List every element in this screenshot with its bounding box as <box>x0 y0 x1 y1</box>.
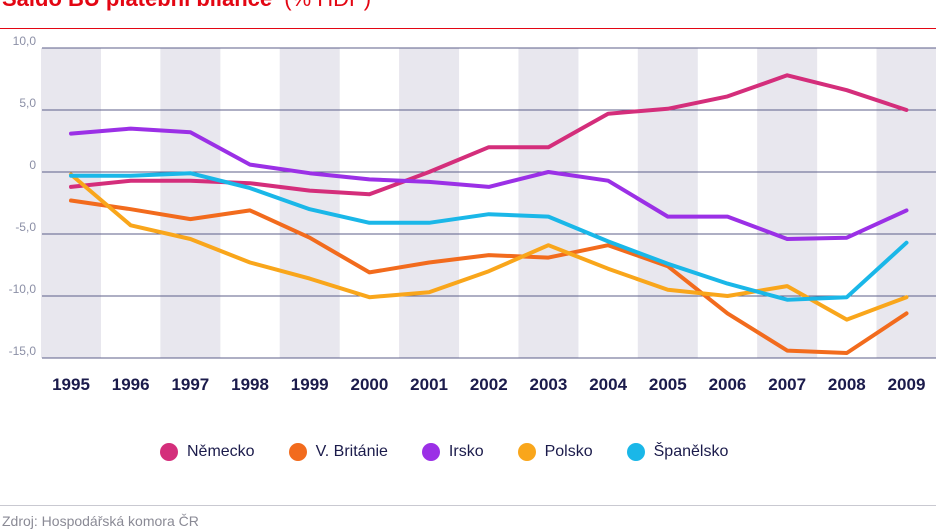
chart-title: Saldo BÚ platební bilance (% HDP) <box>2 0 371 11</box>
x-tick-label: 1999 <box>291 375 329 394</box>
legend-item: Německo <box>160 443 255 461</box>
x-tick-label: 1995 <box>52 375 90 394</box>
y-tick-label: -15,0 <box>9 344 37 358</box>
series-line-V. Británie <box>69 198 909 355</box>
line-chart: 10,0 5,0 0 -5,0 -10,0 -15,0 1995 1996 1997 1998 19… <box>9 34 936 394</box>
x-tick-label: 2008 <box>828 375 866 394</box>
x-tick-label: 2006 <box>709 375 747 394</box>
legend-dot-icon <box>626 443 645 461</box>
y-tick-label: 10,0 <box>13 34 37 48</box>
legend-dot-icon <box>517 443 536 461</box>
chart-title-main: Saldo BÚ platební bilance <box>2 0 272 11</box>
x-tick-label: 2003 <box>530 375 568 394</box>
legend-dot-icon <box>288 443 307 461</box>
source-note: Zdroj: Hospodářská komora ČR <box>2 513 199 529</box>
year-band-2007 <box>757 48 818 358</box>
x-tick-label: 2001 <box>410 375 448 394</box>
x-tick-label: 2004 <box>589 375 627 394</box>
chart-legend: Německo V. Británie Irsko Polsko Španělsko <box>160 440 762 464</box>
x-tick-label: 2009 <box>888 375 926 394</box>
y-tick-label: 0 <box>29 158 36 172</box>
x-tick-label: 2007 <box>768 375 806 394</box>
legend-item: V. Británie <box>288 443 388 461</box>
title-divider <box>0 28 936 29</box>
legend-label: Irsko <box>448 443 484 460</box>
series-line-Německo <box>69 73 909 197</box>
x-tick-label: 1996 <box>112 375 150 394</box>
x-tick-label: 2005 <box>649 375 687 394</box>
year-band-2001 <box>399 48 460 358</box>
series-line-Polsko <box>69 172 909 322</box>
legend-label: Polsko <box>544 443 593 460</box>
legend-label: Německo <box>187 443 255 460</box>
legend-item: Španělsko <box>626 443 729 461</box>
year-band-1997 <box>160 48 221 358</box>
legend-item: Polsko <box>517 443 593 461</box>
series-line-Španělsko <box>69 171 909 302</box>
y-tick-label: 5,0 <box>19 96 36 110</box>
year-band-2003 <box>518 48 579 358</box>
source-divider <box>0 505 936 506</box>
y-tick-label: -10,0 <box>9 282 37 296</box>
legend-item: Irsko <box>421 443 484 461</box>
x-tick-label: 1998 <box>231 375 269 394</box>
x-tick-label: 1997 <box>171 375 209 394</box>
series-line-Irsko <box>69 126 909 241</box>
chart-title-unit: (% HDP) <box>284 0 371 11</box>
legend-dot-icon <box>421 443 440 461</box>
legend-dot-icon <box>160 443 178 461</box>
x-tick-label: 2000 <box>350 375 388 394</box>
legend-label: Španělsko <box>653 443 729 460</box>
legend-label: V. Británie <box>315 443 388 460</box>
y-tick-label: -5,0 <box>15 220 36 234</box>
x-tick-label: 2002 <box>470 375 508 394</box>
